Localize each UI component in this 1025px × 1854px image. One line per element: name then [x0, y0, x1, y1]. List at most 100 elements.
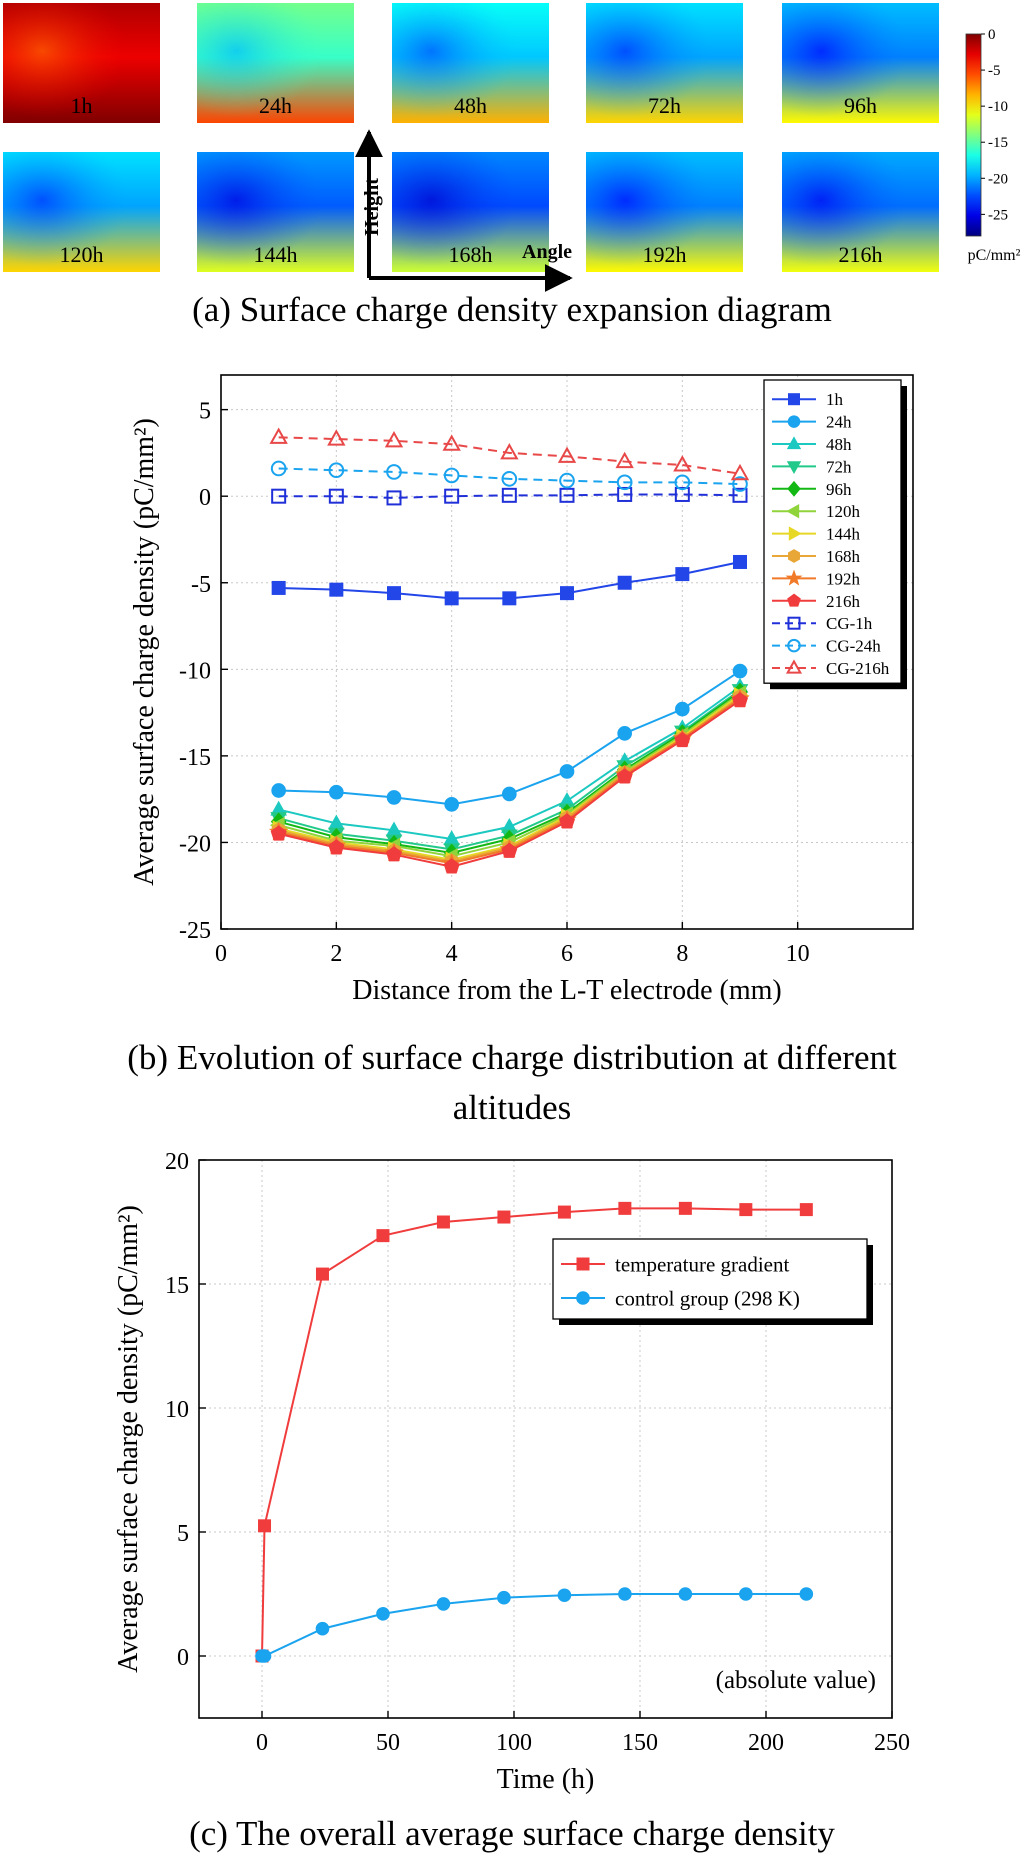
- x-axis-label: Distance from the L-T electrode (mm): [352, 975, 781, 1006]
- legend-label: 48h: [826, 435, 852, 454]
- data-point: [557, 1588, 572, 1603]
- heatmap-label: 96h: [844, 93, 877, 118]
- y-tick-label: 15: [165, 1273, 189, 1299]
- heatmap-panel: 144h: [197, 152, 354, 272]
- heatmap-panel: 168h: [392, 152, 549, 272]
- legend-label: CG-24h: [826, 637, 881, 656]
- series-line: [278, 493, 741, 499]
- data-point: [616, 474, 633, 491]
- x-tick-label: 4: [446, 941, 458, 967]
- colorbar-tick-label: -25: [988, 207, 1008, 223]
- heatmap-panel: 72h: [586, 3, 743, 123]
- heatmap-axes: Height Angle: [355, 129, 573, 292]
- legend: [552, 1238, 868, 1320]
- legend-entry: CG-24h: [772, 637, 881, 656]
- data-point: [386, 490, 402, 506]
- data-point: [799, 1587, 814, 1601]
- colorbar-tick-label: -5: [988, 63, 1001, 79]
- data-point: [732, 663, 748, 679]
- data-point: [731, 692, 749, 708]
- heatmap-label: 48h: [454, 93, 487, 118]
- data-point: [315, 1267, 329, 1281]
- legend-entry: control group (298 K): [561, 1286, 800, 1310]
- data-point: [444, 797, 459, 812]
- data-point: [576, 1291, 590, 1305]
- series-line: [262, 1593, 807, 1657]
- heatmap-core: [782, 152, 939, 272]
- data-point: [559, 472, 575, 489]
- caption-b: (b) Evolution of surface charge distribu…: [127, 1038, 897, 1127]
- y-tick-label: 5: [177, 1521, 189, 1547]
- y-tick-label: -20: [179, 831, 211, 857]
- colorbar: 0 -5 -10 -15 -20 -25: [965, 27, 1008, 237]
- heatmap-panels: 1h 24h 48h 72h 96h 120h 144h 168h 192h 216h: [3, 3, 939, 272]
- legend-label: 24h: [826, 413, 852, 432]
- data-point: [617, 726, 632, 741]
- data-point: [732, 487, 748, 503]
- data-point: [557, 446, 577, 463]
- heatmap-panel: 48h: [392, 3, 549, 123]
- heatmap-core: [392, 3, 549, 123]
- series-1h: [271, 554, 747, 606]
- legend-label: CG-216h: [826, 659, 890, 678]
- heatmap-label: 168h: [449, 242, 493, 267]
- x-tick-label: 10: [786, 941, 810, 967]
- series-24h: [271, 663, 748, 812]
- data-point: [674, 474, 691, 491]
- heatmap-core: [197, 3, 354, 123]
- colorbar-scale: [965, 33, 982, 237]
- legend-entry: 168h: [772, 547, 861, 566]
- x-tick-label: 200: [748, 1730, 784, 1756]
- heatmap-label: 1h: [71, 93, 93, 118]
- data-point: [618, 1587, 632, 1601]
- x-tick-label: 2: [330, 941, 342, 967]
- data-point: [329, 582, 344, 597]
- series-48h: [270, 677, 749, 845]
- data-point: [385, 846, 403, 862]
- data-point: [786, 436, 802, 450]
- y-tick-label: 5: [199, 399, 211, 425]
- y-tick-label: -15: [179, 745, 211, 771]
- data-point: [386, 790, 402, 805]
- angle-axis-label: Angle: [522, 241, 572, 263]
- data-point: [270, 825, 287, 841]
- data-point: [497, 1210, 511, 1224]
- data-point: [558, 813, 576, 829]
- data-point: [678, 1587, 693, 1601]
- data-point: [257, 1649, 272, 1663]
- y-tick-label: -25: [179, 918, 211, 944]
- legend-label: 96h: [826, 480, 852, 499]
- heatmap-core: [3, 3, 160, 123]
- legend-label: 72h: [826, 457, 852, 476]
- legend-label: 144h: [826, 525, 861, 544]
- data-point: [559, 487, 575, 503]
- heatmap-core: [392, 152, 549, 272]
- data-point: [501, 487, 517, 503]
- data-point: [376, 1607, 390, 1621]
- heatmap-label: 144h: [254, 242, 298, 267]
- caption-c: (c) The overall average surface charge d…: [189, 1814, 835, 1853]
- data-point: [258, 1519, 272, 1533]
- data-point: [732, 476, 748, 492]
- caption-b-line: altitudes: [453, 1088, 572, 1127]
- y-tick-label: 10: [165, 1397, 189, 1423]
- legend-entry: 24h: [772, 413, 852, 432]
- series-cg-216h: [269, 427, 750, 481]
- colorbar-tick-label: -10: [988, 99, 1008, 115]
- data-point: [436, 1597, 451, 1611]
- colorbar-tick-label: -15: [988, 135, 1008, 151]
- data-point: [270, 460, 287, 477]
- x-tick-label: 0: [215, 941, 227, 967]
- chart-b: 0 2 4 6 8 10 5 0 -5 -10 -15 -20 -25 Distance from the…: [129, 374, 914, 1006]
- heatmap-label: 72h: [648, 93, 681, 118]
- data-point: [329, 784, 344, 800]
- data-point: [674, 486, 690, 502]
- x-tick-label: 6: [561, 941, 573, 967]
- heatmap-panel: 24h: [197, 3, 354, 123]
- data-point: [560, 586, 574, 601]
- heatmap-core: [197, 152, 354, 272]
- data-point: [787, 616, 801, 630]
- legend-entry: temperature gradient: [561, 1252, 789, 1276]
- legend-entry: 48h: [772, 435, 852, 454]
- data-point: [799, 1203, 813, 1217]
